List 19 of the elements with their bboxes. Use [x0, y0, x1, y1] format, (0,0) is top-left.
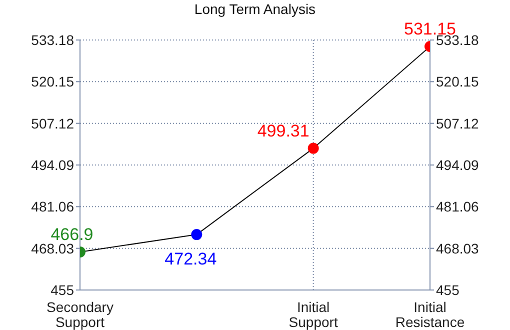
- y2-tick-label: 468.03: [436, 240, 480, 256]
- y-tick-label: 533.18: [31, 32, 74, 48]
- y-tick-label: 455: [50, 282, 74, 298]
- data-label: 472.34: [164, 250, 217, 269]
- y-tick-label: 481.06: [31, 198, 74, 215]
- y2-tick-label: 494.09: [436, 156, 480, 173]
- y-tick-label: 520.15: [31, 74, 74, 90]
- y2-tick-label: 507.12: [436, 115, 480, 132]
- y2-tick-label: 455: [436, 282, 460, 298]
- y-tick-label: 507.12: [31, 115, 74, 132]
- x-tick-label: Initial Support: [288, 299, 338, 330]
- x-tick-label: Initial Resistance: [395, 299, 465, 330]
- data-label: 499.31: [257, 121, 310, 140]
- x-tick-label: Secondary Support: [46, 299, 114, 330]
- y2-tick-label: 481.06: [436, 198, 480, 215]
- y2-tick-label: 520.15: [436, 74, 480, 90]
- chart-title: Long Term Analysis: [193, 1, 317, 17]
- y-tick-label: 468.03: [31, 240, 74, 256]
- y-tick-label: 494.09: [31, 156, 74, 173]
